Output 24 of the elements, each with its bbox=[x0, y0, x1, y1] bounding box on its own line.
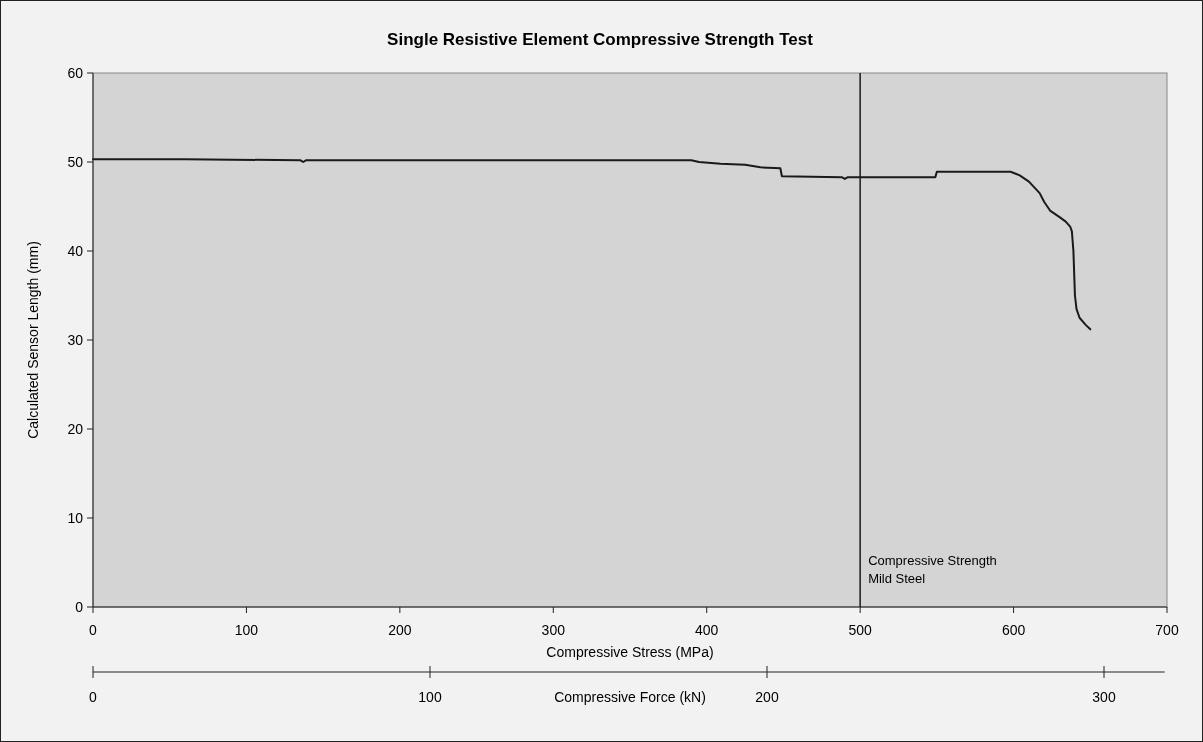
x-tick-label: 600 bbox=[1001, 622, 1026, 638]
x-tick-label: 400 bbox=[695, 622, 719, 638]
x-tick-label: 500 bbox=[848, 622, 873, 638]
x2-tick-label: 0 bbox=[89, 689, 98, 705]
y-tick-label: 0 bbox=[75, 599, 84, 615]
y-tick-label: 10 bbox=[67, 510, 84, 526]
x2-axis-title: Compressive Force (kN) bbox=[554, 689, 706, 705]
x2-tick-label: 300 bbox=[1092, 689, 1116, 705]
y-tick-label: 60 bbox=[67, 65, 84, 81]
y-axis-title: Calculated Sensor Length (mm) bbox=[25, 241, 41, 439]
y-tick-label: 30 bbox=[67, 332, 84, 348]
x2-tick-label: 200 bbox=[755, 689, 779, 705]
x-tick-label: 300 bbox=[541, 622, 566, 638]
ref-line-label: Compressive Strength Mild Steel bbox=[868, 553, 997, 586]
x-axis-title: Compressive Stress (MPa) bbox=[546, 644, 714, 660]
x2-tick-label: 100 bbox=[418, 689, 442, 705]
chart-title: Single Resistive Element Compressive Strength Test bbox=[387, 30, 814, 49]
y-tick-label: 20 bbox=[67, 421, 84, 437]
x-tick-label: 0 bbox=[89, 622, 98, 638]
x-tick-label: 100 bbox=[234, 622, 259, 638]
x-tick-label: 200 bbox=[388, 622, 412, 638]
y-tick-label: 50 bbox=[67, 154, 84, 170]
x-tick-label: 700 bbox=[1155, 622, 1179, 638]
y-tick-label: 40 bbox=[67, 243, 84, 259]
